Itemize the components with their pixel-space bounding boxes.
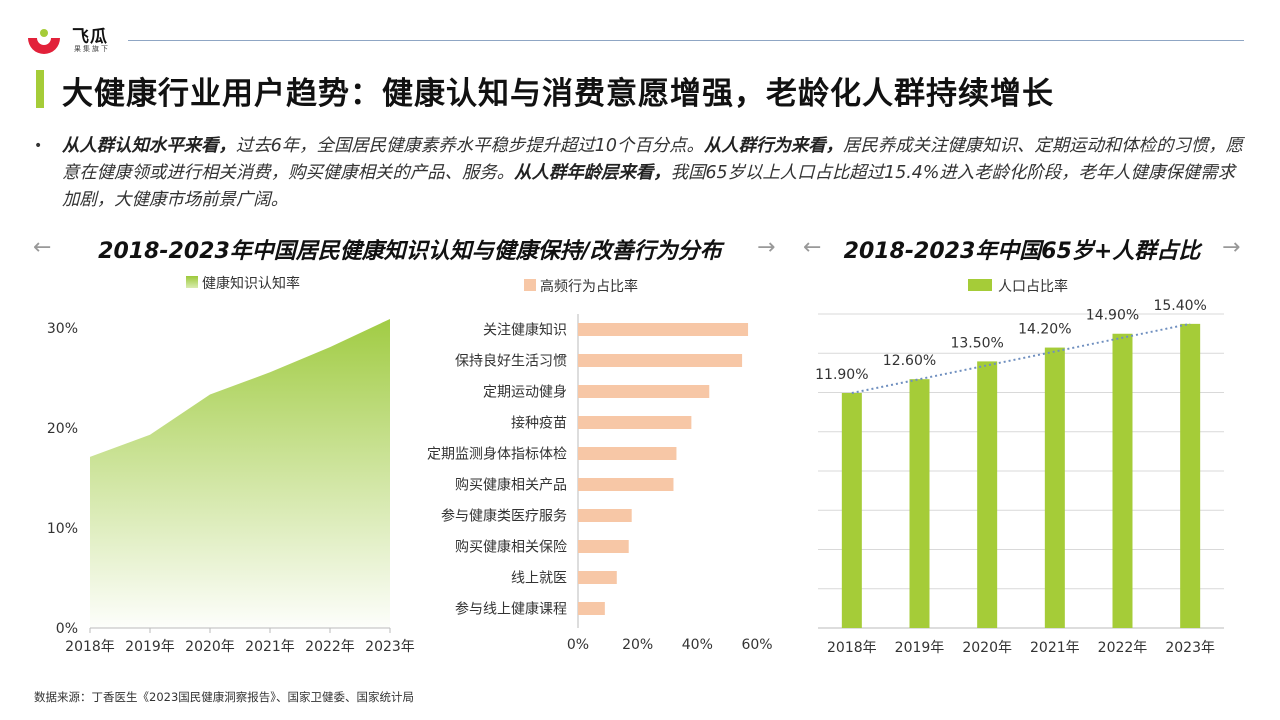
- bar: [578, 540, 629, 553]
- source-note: 数据来源：丁香医生《2023国民健康洞察报告》、国家卫健委、国家统计局: [34, 690, 415, 704]
- x-tick-label: 20%: [622, 637, 653, 653]
- data-label: 14.20%: [1018, 322, 1071, 338]
- area-series: [90, 318, 390, 628]
- bar: [578, 602, 605, 615]
- summary-text-3: 我国65岁以上人口占比超过15.4%进入老龄化阶段，老年人健康保健需求加剧，大健…: [62, 163, 1236, 210]
- y-tick-label: 0%: [56, 621, 78, 637]
- summary-lead-1: 从人群认知水平来看，: [62, 136, 236, 156]
- arrow-right-icon: →: [1222, 235, 1241, 260]
- bar: [977, 361, 998, 628]
- arrow-right-icon: →: [757, 235, 776, 260]
- x-tick-label: 2020年: [185, 639, 235, 655]
- x-tick-label: 60%: [741, 637, 772, 653]
- y-tick-label: 30%: [47, 321, 78, 337]
- category-label: 接种疫苗: [511, 415, 567, 432]
- x-tick-label: 0%: [567, 637, 589, 653]
- bar: [578, 416, 692, 429]
- x-tick-label: 2022年: [1098, 640, 1148, 656]
- bullet-icon: •: [34, 138, 43, 154]
- data-label: 14.90%: [1086, 308, 1139, 324]
- arrow-left-icon: ←: [33, 235, 52, 260]
- x-tick-label: 2020年: [962, 640, 1012, 656]
- y-tick-label: 10%: [47, 521, 78, 537]
- title-accent-bar: [36, 70, 44, 108]
- category-label: 参与线上健康课程: [455, 601, 567, 618]
- x-tick-label: 2023年: [365, 639, 415, 655]
- legend-label: 高频行为占比率: [540, 278, 638, 295]
- bar: [578, 447, 677, 460]
- bar: [578, 323, 749, 336]
- category-label: 定期运动健身: [483, 385, 567, 401]
- category-label: 保持良好生活习惯: [455, 353, 567, 370]
- brand-tagline: 果集旗下: [74, 45, 110, 53]
- legend-label: 健康知识认知率: [202, 275, 300, 292]
- legend-swatch: [186, 276, 198, 288]
- bar: [578, 478, 674, 491]
- x-tick-label: 2023年: [1165, 640, 1215, 656]
- bar: [1112, 333, 1133, 628]
- legend-swatch: [968, 279, 992, 291]
- summary-lead-2: 从人群行为来看，: [703, 136, 844, 156]
- category-label: 线上就医: [511, 571, 567, 587]
- data-label: 11.90%: [815, 367, 868, 383]
- right-section-title: 2018-2023年中国65岁+人群占比: [843, 239, 1201, 264]
- legend-label: 人口占比率: [998, 278, 1068, 295]
- category-label: 购买健康相关产品: [455, 477, 567, 494]
- category-label: 关注健康知识: [483, 322, 567, 339]
- category-label: 购买健康相关保险: [455, 539, 567, 556]
- vertical-bar-chart: 人口占比率 11.90% 2018年 12.60% 2019年 13.50% 2020年 14…: [815, 278, 1224, 656]
- data-label: 12.60%: [883, 353, 936, 369]
- y-tick-label: 20%: [47, 421, 78, 437]
- x-tick-label: 2018年: [65, 639, 115, 655]
- bar: [909, 379, 930, 628]
- bar: [578, 571, 617, 584]
- x-tick-label: 2022年: [305, 639, 355, 655]
- bar: [1180, 323, 1201, 628]
- summary-text-2: 居民养成关注健康知识、定期运动和体检的习惯，愿意在健康领或进行相关消费，购买健康…: [62, 136, 1244, 183]
- bar: [1044, 347, 1065, 628]
- x-tick-label: 2018年: [827, 640, 877, 656]
- bar: [841, 392, 862, 628]
- x-tick-label: 40%: [682, 637, 713, 653]
- summary-lead-3: 从人群年龄层来看，: [514, 163, 671, 183]
- x-tick-label: 2021年: [1030, 640, 1080, 656]
- category-label: 定期监测身体指标体检: [427, 447, 567, 463]
- header-divider: [128, 40, 1244, 41]
- summary-text-1: 过去6年，全国居民健康素养水平稳步提升超过10个百分点。: [235, 136, 704, 156]
- summary-paragraph: 从人群认知水平来看，过去6年，全国居民健康素养水平稳步提升超过10个百分点。从人…: [62, 133, 1252, 214]
- data-label: 15.40%: [1153, 298, 1206, 314]
- legend-swatch: [524, 279, 536, 291]
- arrow-left-icon: ←: [803, 235, 822, 260]
- x-tick-label: 2021年: [245, 639, 295, 655]
- left-section-title: 2018-2023年中国居民健康知识认知与健康保持/改善行为分布: [98, 239, 722, 264]
- x-tick-label: 2019年: [125, 639, 175, 655]
- bar: [578, 354, 743, 367]
- brand-logo-icon: [28, 29, 60, 54]
- area-chart: 健康知识认知率 0% 10% 20% 30% 2018年 2019年 2020年 2021年 20…: [47, 275, 415, 655]
- category-label: 参与健康类医疗服务: [441, 508, 567, 525]
- page-title: 大健康行业用户趋势：健康认知与消费意愿增强，老龄化人群持续增长: [62, 76, 1054, 112]
- horizontal-bar-chart: 高频行为占比率关注健康知识保持良好生活习惯定期运动健身接种疫苗定期监测身体指标体…: [427, 278, 773, 653]
- data-label: 13.50%: [950, 335, 1003, 351]
- x-tick-label: 2019年: [895, 640, 945, 656]
- bar: [578, 385, 710, 398]
- brand-name: 飞瓜: [72, 27, 108, 47]
- bar: [578, 509, 632, 522]
